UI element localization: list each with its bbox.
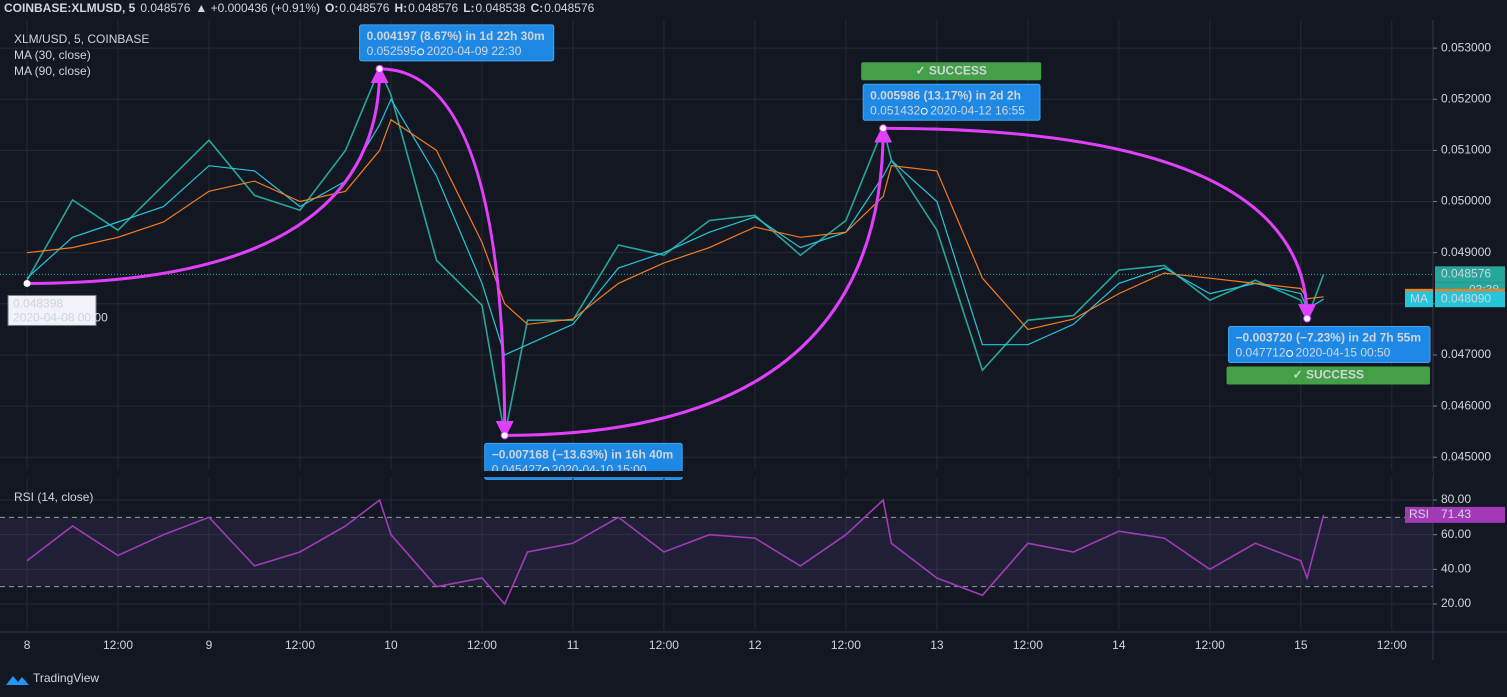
measure-arc bbox=[379, 67, 514, 439]
annotation-text: −0.007168 (−13.63%) in 16h 40m bbox=[492, 448, 673, 462]
annotation: 0.005986 (13.17%) in 2d 2h0.051432 2020-0… bbox=[861, 62, 1042, 121]
annotation-box bbox=[359, 24, 555, 62]
status-text: ✓ SUCCESS bbox=[915, 63, 986, 77]
pane-title: XLM/USD, 5, COINBASE bbox=[14, 32, 149, 46]
annotation-date: 2020-04-09 22:30 bbox=[427, 44, 522, 58]
pane-cover bbox=[0, 471, 1433, 477]
x-tick-label: 15 bbox=[1294, 638, 1308, 652]
x-tick-label: 9 bbox=[206, 638, 213, 652]
series-line bbox=[26, 66, 1325, 436]
clock-icon bbox=[920, 107, 928, 115]
rsi-tag-name: RSI bbox=[1409, 507, 1429, 521]
measure-point bbox=[879, 124, 888, 133]
x-tick-label: 13 bbox=[930, 638, 944, 652]
annotation-price: 0.052595 bbox=[367, 44, 417, 58]
annotation-text: 0.004197 (8.67%) in 1d 22h 30m bbox=[367, 29, 545, 43]
x-tick-label: 11 bbox=[567, 638, 580, 652]
x-tick-label: 12:00 bbox=[649, 638, 679, 652]
header-text: 0.048576 bbox=[408, 1, 458, 15]
header-text: ▲ +0.000436 (+0.91%) bbox=[195, 1, 320, 15]
x-tick-label: 14 bbox=[1112, 638, 1126, 652]
price-tag-label: 0.048090 bbox=[1441, 291, 1491, 305]
start-price: 0.048398 bbox=[13, 297, 63, 311]
clock-icon bbox=[1286, 350, 1294, 358]
annotation-date: 2020-04-12 16:55 bbox=[930, 103, 1025, 117]
ma-tag-label: MA bbox=[1410, 291, 1428, 305]
price-tag bbox=[1435, 291, 1505, 308]
logo-icon bbox=[6, 676, 29, 685]
annotation-price: 0.047712 bbox=[1236, 346, 1286, 360]
y-tick-label: 0.045000 bbox=[1441, 449, 1491, 463]
pane-title: RSI (14, close) bbox=[14, 490, 93, 504]
start-box bbox=[7, 294, 97, 326]
y-tick-label: 0.049000 bbox=[1441, 245, 1491, 259]
logo bbox=[6, 676, 29, 685]
annotation-text: −0.003720 (−7.23%) in 2d 7h 55m bbox=[1236, 331, 1421, 345]
status-text: ✓ SUCCESS bbox=[1293, 368, 1364, 382]
legend-entry: MA (30, close) bbox=[14, 48, 91, 62]
header-text: O: bbox=[325, 1, 338, 15]
x-tick-label: 12:00 bbox=[285, 638, 315, 652]
measure-arc bbox=[27, 65, 389, 285]
y-tick-label: 20.00 bbox=[1441, 596, 1471, 610]
y-tick-label: 0.053000 bbox=[1441, 40, 1491, 54]
y-tick-label: 0.046000 bbox=[1441, 398, 1491, 412]
header-text: L: bbox=[463, 1, 474, 15]
y-tick-label: 0.052000 bbox=[1441, 91, 1491, 105]
x-tick-label: 12:00 bbox=[831, 638, 861, 652]
rsi-tag bbox=[1405, 506, 1505, 523]
rsi-tag-value: 71.43 bbox=[1441, 507, 1471, 521]
y-tick-label: 60.00 bbox=[1441, 527, 1471, 541]
header-bar bbox=[0, 0, 1507, 18]
legend-entry: MA (90, close) bbox=[14, 64, 91, 78]
header-text: 0.048576 bbox=[544, 1, 594, 15]
clock-icon bbox=[417, 48, 425, 56]
x-tick-label: 12:00 bbox=[1377, 638, 1407, 652]
measure-point bbox=[1303, 314, 1312, 323]
start-point bbox=[23, 279, 31, 287]
y-tick-label: 0.047000 bbox=[1441, 347, 1491, 361]
status-banner bbox=[861, 62, 1042, 81]
start-date: 2020-04-08 00:00 bbox=[13, 311, 108, 325]
ma-tag bbox=[1405, 291, 1433, 308]
header-text: 0.048538 bbox=[476, 1, 526, 15]
x-tick-label: 12:00 bbox=[1195, 638, 1225, 652]
price-tag bbox=[1435, 266, 1505, 283]
series-line bbox=[26, 498, 1325, 606]
annotation-date: 2020-04-15 00:50 bbox=[1296, 346, 1391, 360]
x-tick-label: 12:00 bbox=[1013, 638, 1043, 652]
y-tick-label: 0.051000 bbox=[1441, 143, 1491, 157]
header-text: H: bbox=[394, 1, 407, 15]
annotation-text: 0.005986 (13.17%) in 2d 2h bbox=[870, 88, 1021, 102]
measure-point bbox=[500, 431, 509, 440]
y-tick-label: 40.00 bbox=[1441, 562, 1471, 576]
annotation-box bbox=[1228, 326, 1431, 364]
annotation-box bbox=[862, 83, 1041, 121]
measure-arc bbox=[883, 126, 1317, 323]
annotation-box bbox=[484, 442, 683, 480]
header-text: COINBASE:XLMUSD, 5 bbox=[4, 1, 136, 15]
price-tag-label: 0.048576 bbox=[1441, 267, 1491, 281]
annotation-price: 0.051432 bbox=[870, 103, 920, 117]
series-line bbox=[26, 118, 1324, 331]
footer-brand: TradingView bbox=[33, 671, 99, 685]
x-tick-label: 12 bbox=[748, 638, 762, 652]
header-text: C: bbox=[531, 1, 544, 15]
status-banner bbox=[1226, 366, 1430, 385]
header-text: 0.048576 bbox=[339, 1, 389, 15]
rsi-band bbox=[0, 517, 1433, 587]
x-tick-label: 8 bbox=[24, 638, 31, 652]
measure-point bbox=[375, 64, 384, 73]
header-text: 0.048576 bbox=[140, 1, 190, 15]
y-tick-label: 80.00 bbox=[1441, 492, 1471, 506]
series-line bbox=[26, 97, 1324, 356]
y-tick-label: 0.050000 bbox=[1441, 194, 1491, 208]
x-tick-label: 10 bbox=[384, 638, 398, 652]
x-tick-label: 12:00 bbox=[103, 638, 133, 652]
x-tick-label: 12:00 bbox=[467, 638, 497, 652]
measure-arc bbox=[504, 124, 893, 437]
